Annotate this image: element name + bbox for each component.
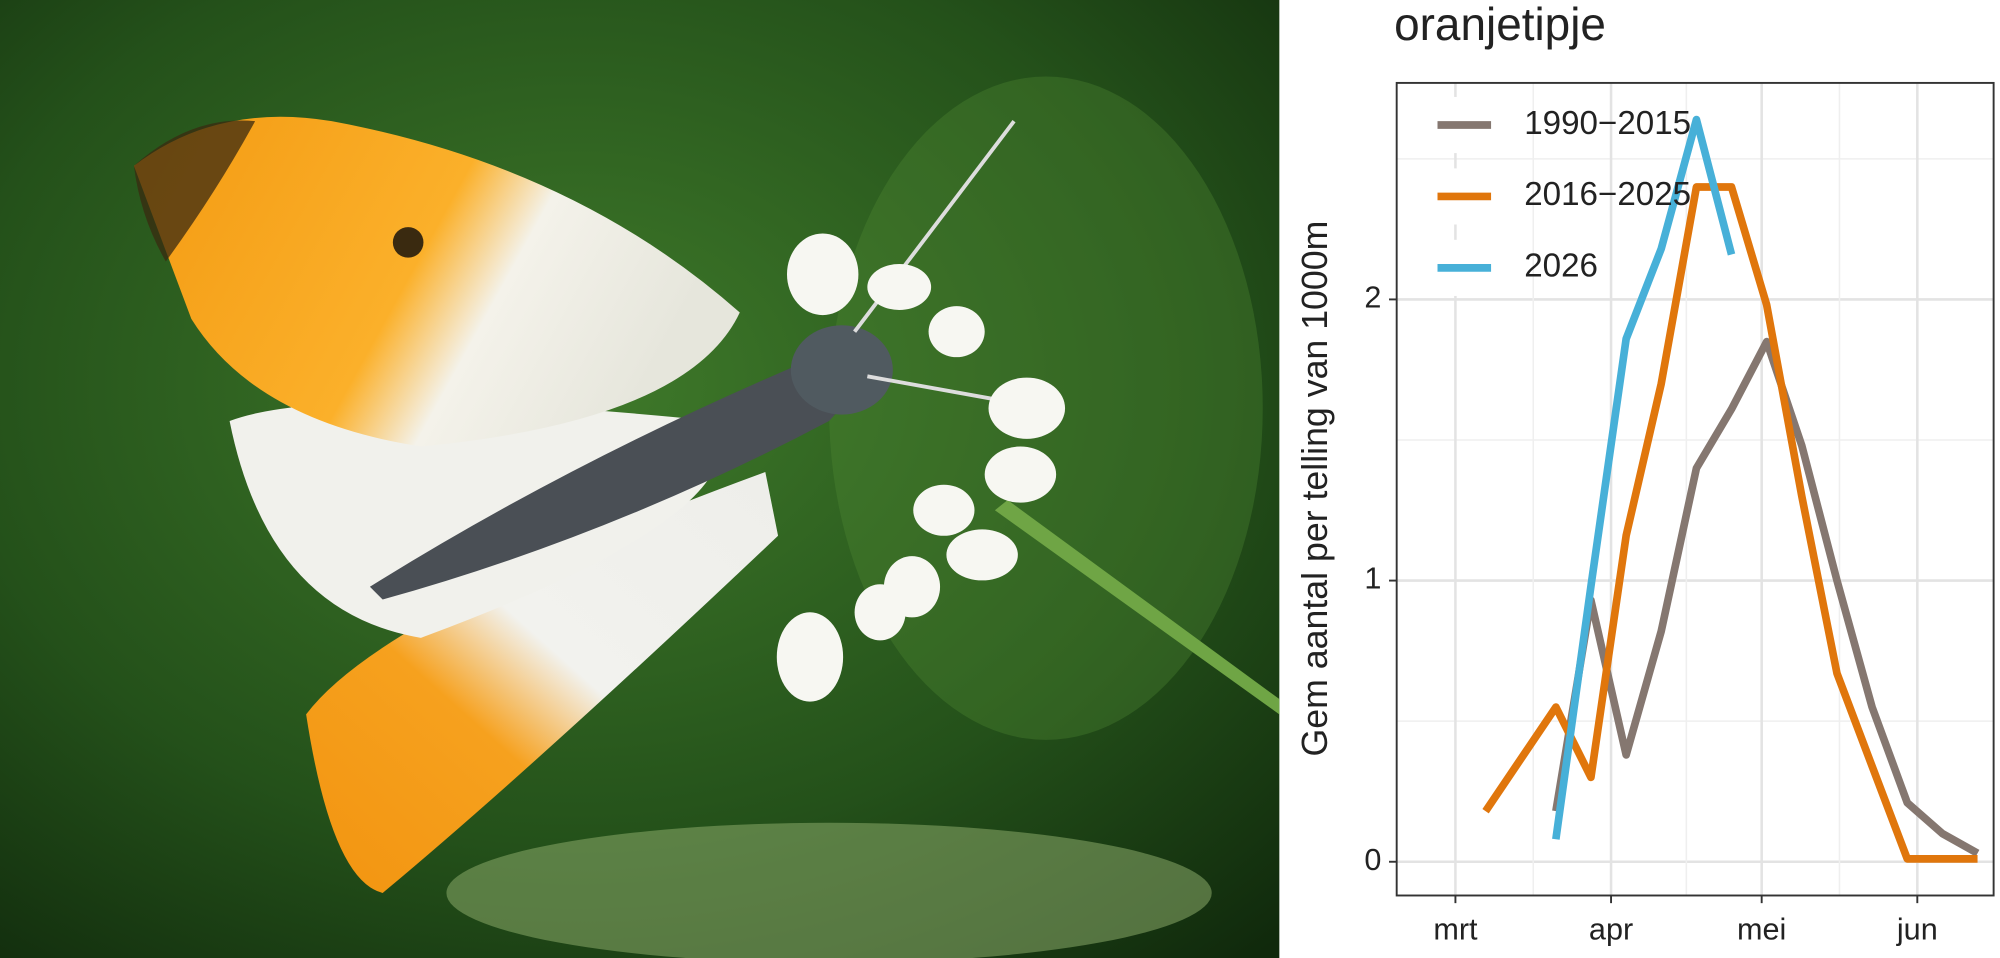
series-line	[1552, 337, 1980, 857]
x-tick-label: mrt	[1433, 912, 1478, 946]
chart-title: oranjetipje	[1394, 0, 1606, 50]
y-axis-label: Gem aantal per telling van 1000m	[1295, 221, 1335, 757]
panel-border	[1395, 81, 1995, 897]
legend-label: 1990−2015	[1524, 105, 1691, 142]
legend-label: 2026	[1524, 248, 1598, 285]
x-tick-label: mei	[1737, 912, 1786, 946]
legend-label: 2016−2025	[1524, 176, 1691, 213]
y-tick-label: 2	[1364, 281, 1381, 315]
series-line	[1552, 115, 1736, 840]
y-tick-label: 0	[1364, 843, 1381, 877]
photo	[0, 0, 1280, 958]
y-tick-label: 1	[1364, 562, 1381, 596]
chart: oranjetipje Gem aantal per telling van 1…	[1295, 0, 1995, 946]
x-tick-label: apr	[1589, 912, 1633, 946]
series-line	[1482, 183, 1978, 863]
x-tick-label: jun	[1896, 912, 1938, 946]
